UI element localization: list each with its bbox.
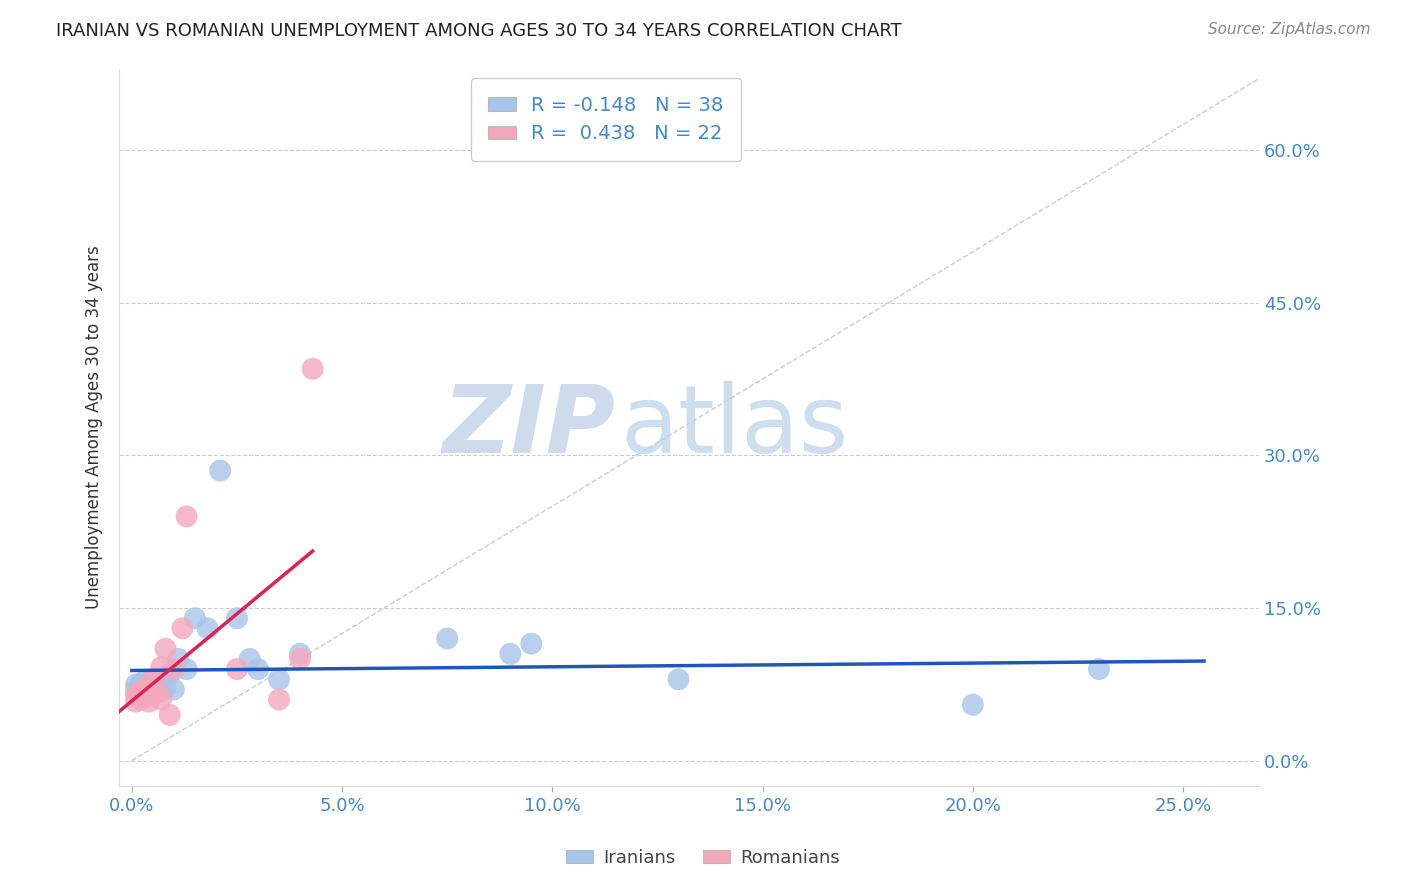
Text: Source: ZipAtlas.com: Source: ZipAtlas.com bbox=[1208, 22, 1371, 37]
Point bbox=[159, 707, 181, 722]
Point bbox=[125, 677, 148, 691]
Point bbox=[288, 652, 311, 666]
Point bbox=[176, 662, 198, 676]
Point bbox=[209, 464, 232, 478]
Point bbox=[167, 652, 190, 666]
Point bbox=[129, 682, 152, 697]
Point bbox=[129, 677, 152, 691]
Point bbox=[267, 673, 290, 687]
Point bbox=[138, 695, 160, 709]
Point bbox=[134, 674, 156, 689]
Point bbox=[134, 681, 156, 695]
Point bbox=[125, 688, 148, 702]
Point bbox=[138, 684, 160, 698]
Point bbox=[962, 698, 984, 712]
Point bbox=[226, 611, 249, 625]
Point bbox=[176, 509, 198, 524]
Point bbox=[155, 641, 177, 656]
Point bbox=[142, 688, 165, 702]
Point bbox=[150, 673, 173, 687]
Point bbox=[142, 673, 165, 687]
Text: atlas: atlas bbox=[620, 382, 849, 474]
Point bbox=[146, 684, 169, 698]
Point bbox=[668, 673, 690, 687]
Point bbox=[520, 637, 543, 651]
Point bbox=[146, 682, 169, 697]
Point bbox=[184, 611, 207, 625]
Point bbox=[125, 688, 148, 702]
Point bbox=[134, 690, 156, 705]
Point bbox=[150, 660, 173, 674]
Point bbox=[239, 652, 262, 666]
Text: IRANIAN VS ROMANIAN UNEMPLOYMENT AMONG AGES 30 TO 34 YEARS CORRELATION CHART: IRANIAN VS ROMANIAN UNEMPLOYMENT AMONG A… bbox=[56, 22, 903, 40]
Point bbox=[150, 684, 173, 698]
Point bbox=[142, 682, 165, 697]
Point bbox=[267, 692, 290, 706]
Point bbox=[138, 678, 160, 692]
Point bbox=[301, 361, 323, 376]
Point bbox=[142, 677, 165, 691]
Legend: Iranians, Romanians: Iranians, Romanians bbox=[558, 842, 848, 874]
Point bbox=[1088, 662, 1111, 676]
Point bbox=[129, 692, 152, 706]
Point bbox=[134, 682, 156, 697]
Y-axis label: Unemployment Among Ages 30 to 34 years: Unemployment Among Ages 30 to 34 years bbox=[86, 245, 103, 609]
Point bbox=[125, 695, 148, 709]
Legend: R = -0.148   N = 38, R =  0.438   N = 22: R = -0.148 N = 38, R = 0.438 N = 22 bbox=[471, 78, 741, 161]
Point bbox=[436, 632, 458, 646]
Point bbox=[155, 681, 177, 695]
Point bbox=[138, 688, 160, 702]
Point bbox=[172, 621, 194, 635]
Point bbox=[129, 684, 152, 698]
Point bbox=[163, 682, 186, 697]
Point bbox=[146, 677, 169, 691]
Point bbox=[247, 662, 270, 676]
Point bbox=[159, 667, 181, 681]
Text: ZIP: ZIP bbox=[441, 382, 614, 474]
Point bbox=[134, 682, 156, 697]
Point bbox=[163, 662, 186, 676]
Point bbox=[134, 684, 156, 698]
Point bbox=[125, 682, 148, 697]
Point bbox=[499, 647, 522, 661]
Point bbox=[129, 688, 152, 702]
Point bbox=[142, 673, 165, 687]
Point bbox=[226, 662, 249, 676]
Point bbox=[150, 692, 173, 706]
Point bbox=[288, 647, 311, 661]
Point bbox=[197, 621, 219, 635]
